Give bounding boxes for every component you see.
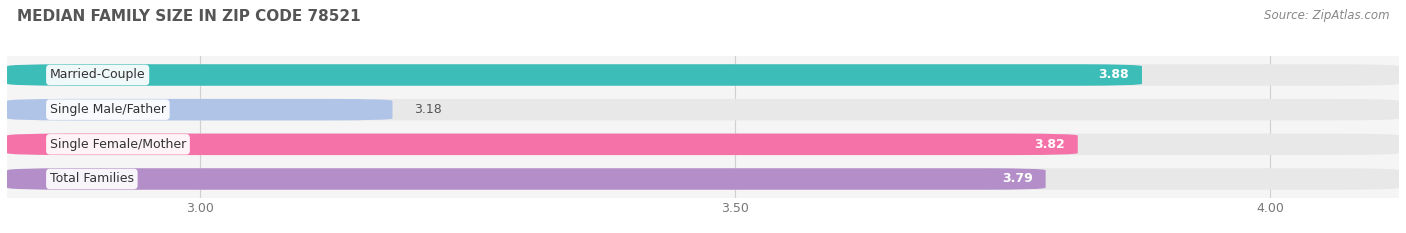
Text: Single Male/Father: Single Male/Father — [49, 103, 166, 116]
FancyBboxPatch shape — [7, 168, 1399, 190]
FancyBboxPatch shape — [7, 99, 392, 120]
Text: 3.88: 3.88 — [1098, 69, 1129, 82]
FancyBboxPatch shape — [7, 134, 1399, 155]
Text: Married-Couple: Married-Couple — [49, 69, 145, 82]
Text: Total Families: Total Families — [49, 172, 134, 185]
Text: 3.82: 3.82 — [1035, 138, 1064, 151]
FancyBboxPatch shape — [7, 168, 1046, 190]
Text: Single Female/Mother: Single Female/Mother — [49, 138, 186, 151]
Text: MEDIAN FAMILY SIZE IN ZIP CODE 78521: MEDIAN FAMILY SIZE IN ZIP CODE 78521 — [17, 9, 360, 24]
Text: 3.79: 3.79 — [1002, 172, 1033, 185]
FancyBboxPatch shape — [7, 99, 1399, 120]
Text: 3.18: 3.18 — [413, 103, 441, 116]
FancyBboxPatch shape — [7, 64, 1142, 86]
FancyBboxPatch shape — [7, 134, 1078, 155]
Text: Source: ZipAtlas.com: Source: ZipAtlas.com — [1264, 9, 1389, 22]
FancyBboxPatch shape — [7, 64, 1399, 86]
